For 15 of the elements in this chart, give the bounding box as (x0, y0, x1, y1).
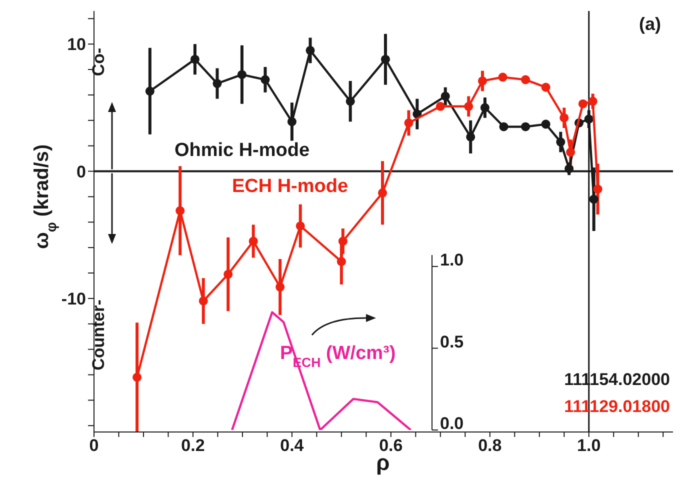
annotation: Counter- (89, 300, 108, 370)
x-tick-label: 1.0 (577, 436, 601, 456)
y-tick-label: 0 (76, 162, 86, 182)
y-tick-label: 10 (67, 35, 86, 54)
x-tick-label: 0 (89, 436, 99, 456)
x-tick-label: 0.2 (181, 436, 205, 456)
y2-tick-label: 0.5 (440, 332, 464, 352)
y2-tick-label: 1.0 (440, 250, 464, 270)
series-label: ECH H-mode (232, 176, 348, 197)
series-label: Ohmic H-mode (174, 140, 310, 161)
x-tick-label: 0.4 (280, 436, 304, 456)
x-tick-label: 0.8 (478, 436, 502, 456)
y-tick-label: -10 (61, 289, 86, 308)
y2-tick-label: 0.0 (440, 414, 464, 434)
annotation: (a) (639, 14, 662, 34)
